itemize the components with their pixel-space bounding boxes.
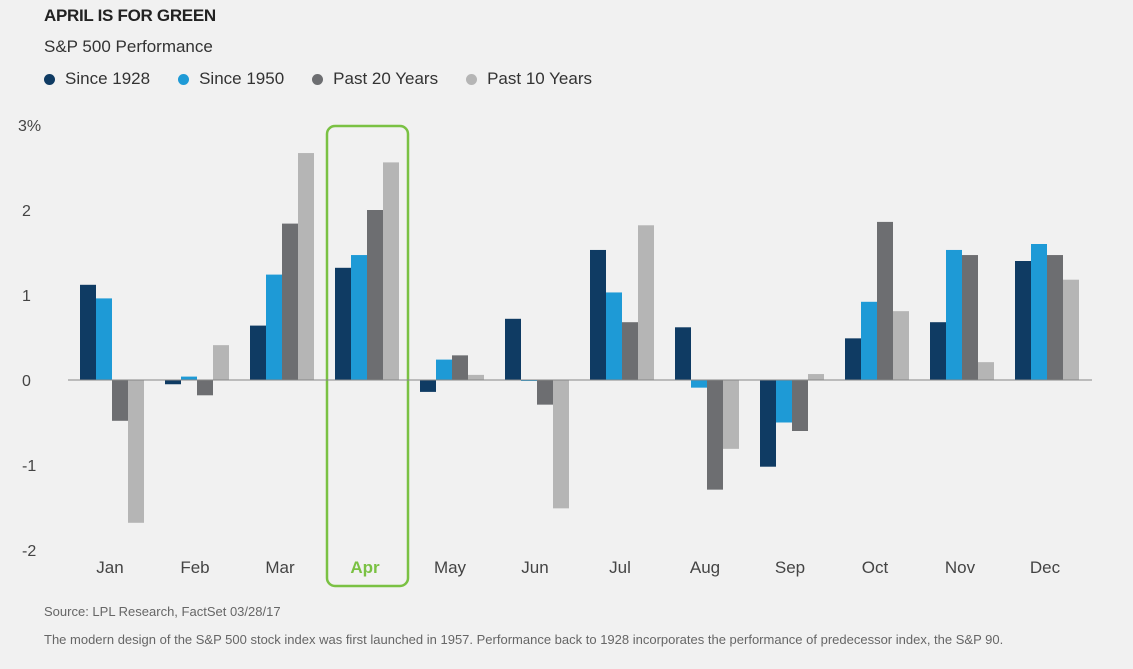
bar-apr-since-1950 — [351, 255, 367, 380]
bar-jan-since-1928 — [80, 284, 96, 380]
bar-nov-since-1950 — [946, 249, 962, 380]
legend-label: Since 1928 — [65, 69, 151, 88]
bar-may-past-20-years — [452, 355, 468, 380]
bar-dec-since-1950 — [1031, 244, 1047, 380]
bar-mar-past-20-years — [282, 223, 298, 380]
bar-dec-since-1928 — [1015, 261, 1031, 380]
bar-aug-past-20-years — [707, 380, 723, 490]
bar-feb-since-1950 — [181, 376, 197, 380]
bar-oct-since-1928 — [845, 338, 861, 380]
legend-item-past-10-years: Past 10 Years — [466, 69, 592, 89]
bar-oct-past-20-years — [877, 221, 893, 380]
x-tick-label: Jul — [609, 558, 631, 577]
legend-label: Past 20 Years — [333, 69, 439, 88]
bar-jul-since-1928 — [590, 249, 606, 380]
legend-swatch — [466, 73, 478, 85]
x-tick-label: Nov — [945, 558, 976, 577]
bar-apr-past-10-years — [383, 162, 399, 380]
bar-sep-past-10-years — [808, 374, 824, 380]
bar-jan-since-1950 — [96, 298, 112, 380]
bar-jan-past-20-years — [112, 380, 128, 421]
legend: Since 1928 Since 1950 Past 20 Years Past… — [44, 69, 592, 89]
highlight-box — [325, 124, 410, 588]
bar-aug-past-10-years — [723, 380, 739, 449]
bar-jun-past-10-years — [553, 380, 569, 509]
bar-jul-past-10-years — [638, 225, 654, 380]
x-tick-label: Apr — [350, 558, 380, 577]
bar-feb-past-20-years — [197, 380, 213, 396]
bar-apr-past-20-years — [367, 210, 383, 380]
bar-may-past-10-years — [468, 374, 484, 380]
bar-jul-since-1950 — [606, 292, 622, 380]
legend-swatch — [178, 73, 190, 85]
source-note: Source: LPL Research, FactSet 03/28/17 — [44, 604, 281, 619]
y-tick-label: 3% — [18, 118, 41, 135]
x-tick-label: Dec — [1030, 558, 1061, 577]
footnote: The modern design of the S&P 500 stock i… — [44, 632, 1004, 647]
x-tick-label: Jun — [521, 558, 548, 577]
legend-swatch — [44, 73, 55, 85]
x-tick-label: Sep — [775, 558, 805, 577]
bar-may-since-1928 — [420, 380, 436, 392]
bar-feb-past-10-years — [213, 345, 229, 380]
bar-jun-since-1928 — [505, 318, 521, 380]
x-tick-label: Feb — [180, 558, 209, 577]
bar-oct-since-1950 — [861, 301, 877, 380]
x-tick-label: Jan — [96, 558, 123, 577]
bar-nov-past-20-years — [962, 255, 978, 380]
chart-subtitle: S&P 500 Performance — [44, 37, 213, 56]
x-tick-label: Mar — [265, 558, 295, 577]
bar-mar-past-10-years — [298, 153, 314, 380]
bar-aug-since-1928 — [675, 327, 691, 380]
y-tick-label: 1 — [22, 288, 31, 305]
bar-may-since-1950 — [436, 359, 452, 380]
y-tick-label: 2 — [22, 203, 31, 220]
bar-nov-past-10-years — [978, 362, 994, 380]
bar-mar-since-1928 — [250, 325, 266, 380]
bar-aug-since-1950 — [691, 380, 707, 388]
bar-jul-past-20-years — [622, 322, 638, 380]
y-tick-label: -2 — [22, 543, 36, 560]
bar-dec-past-20-years — [1047, 255, 1063, 380]
bar-sep-since-1928 — [760, 380, 776, 467]
bar-dec-past-10-years — [1063, 279, 1079, 380]
y-tick-label: 0 — [22, 373, 31, 390]
legend-item-since-1928: Since 1928 — [44, 69, 150, 89]
bar-jun-past-20-years — [537, 380, 553, 405]
legend-label: Past 10 Years — [487, 69, 592, 88]
chart-title: APRIL IS FOR GREEN — [44, 6, 216, 25]
legend-label: Since 1950 — [199, 69, 285, 88]
bar-mar-since-1950 — [266, 274, 282, 380]
bar-sep-since-1950 — [776, 380, 792, 423]
x-tick-label: Oct — [862, 558, 889, 577]
bar-apr-since-1928 — [335, 267, 351, 380]
bar-sep-past-20-years — [792, 380, 808, 431]
x-tick-label: Aug — [690, 558, 720, 577]
y-tick-label: -1 — [22, 458, 36, 475]
legend-item-past-20-years: Past 20 Years — [312, 69, 438, 89]
bar-nov-since-1928 — [930, 322, 946, 380]
x-tick-label: May — [434, 558, 467, 577]
bar-feb-since-1928 — [165, 380, 181, 385]
bar-jan-past-10-years — [128, 380, 144, 523]
bar-oct-past-10-years — [893, 311, 909, 380]
legend-swatch — [312, 73, 324, 85]
legend-item-since-1950: Since 1950 — [178, 69, 284, 89]
